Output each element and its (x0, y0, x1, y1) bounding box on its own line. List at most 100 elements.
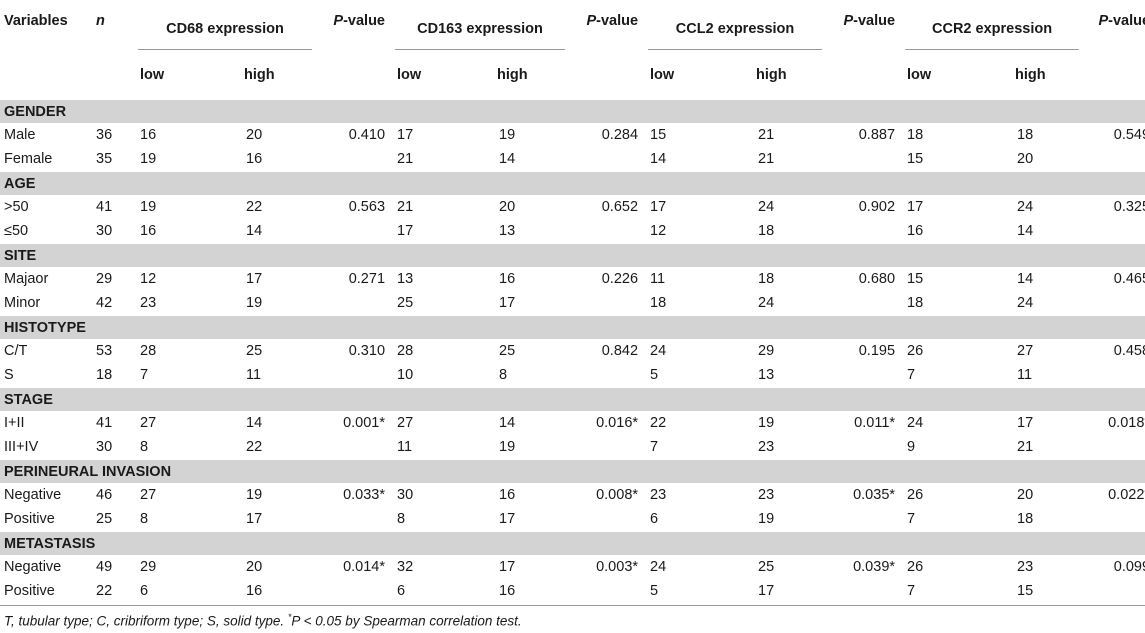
ccr2-pvalue: 0.099 (1113, 559, 1145, 575)
ccl2-pvalue (826, 435, 901, 460)
section-title: PERINEURAL INVASION (0, 459, 1145, 483)
ccl2-pvalue: 0.195 (858, 343, 896, 359)
bottom-rule (0, 603, 1145, 606)
n-value: 36 (96, 127, 113, 143)
ccl2-high-value: 18 (758, 223, 775, 239)
cd68-high-value: 14 (246, 223, 263, 239)
section-header-row: PERINEURAL INVASION (0, 459, 1145, 483)
cd68-low-value: 28 (140, 343, 157, 359)
ccr2-low-value: 7 (907, 367, 916, 383)
table-row: >50 41 19 22 0.563 21 20 0.652 17 24 0.902 17 24 0.32… (0, 195, 1145, 219)
ccl2-pvalue (826, 291, 901, 316)
ccr2-low-value: 17 (907, 199, 924, 215)
ccr2-high-value: 14 (1017, 271, 1034, 287)
n-value: 35 (96, 151, 113, 167)
ccr2-low-value: 24 (907, 415, 924, 431)
n-value: 46 (96, 487, 113, 503)
ccr2-high-value: 18 (1017, 511, 1034, 527)
n-value: 30 (96, 223, 113, 239)
ccl2-high-value: 21 (758, 151, 775, 167)
cd68-high-value: 20 (246, 127, 263, 143)
cd163-low-value: 32 (397, 559, 414, 575)
ccr2-high-value: 20 (1017, 487, 1034, 503)
cd163-high-value: 8 (499, 367, 508, 383)
cd68-high-value: 16 (246, 151, 263, 167)
n-value: 41 (96, 415, 113, 431)
cd163-low-value: 21 (397, 199, 414, 215)
cd68-high-value: 22 (246, 199, 263, 215)
ccl2-pvalue: 0.887 (858, 127, 896, 143)
cd163-low-value: 30 (397, 487, 414, 503)
cd68-high-value: 19 (246, 487, 263, 503)
section-header-row: AGE (0, 171, 1145, 195)
cd68-high-value: 22 (246, 439, 263, 455)
ccl2-pvalue (826, 363, 901, 388)
ccl2-high-value: 25 (758, 559, 775, 575)
table-row: ≤50 30 16 14 17 13 12 18 16 14 (0, 219, 1145, 244)
table-row: Majaor 29 12 17 0.271 13 16 0.226 11 18 0.680 15 14 0… (0, 267, 1145, 291)
cd68-low-value: 12 (140, 271, 157, 287)
cd68-pvalue (316, 363, 391, 388)
ccr2-high-value: 24 (1017, 295, 1034, 311)
ccr2-high-value: 17 (1017, 415, 1034, 431)
cd68-pvalue (316, 291, 391, 316)
ccl2-low-value: 5 (650, 583, 659, 599)
ccl2-low-value: 18 (650, 295, 667, 311)
variables-header: Variables (4, 13, 68, 29)
section-title: SITE (0, 243, 1145, 267)
ccr2-high-value: 15 (1017, 583, 1034, 599)
ccr2-low-header: low (907, 66, 932, 83)
n-value: 49 (96, 559, 113, 575)
table-row: Minor 42 23 19 25 17 18 24 18 24 (0, 291, 1145, 316)
cd68-pvalue (316, 435, 391, 460)
row-label: I+II (4, 415, 25, 431)
section-header-row: SITE (0, 243, 1145, 267)
n-value: 18 (96, 367, 113, 383)
cd68-pvalue: 0.014* (343, 559, 386, 575)
row-label: >50 (4, 199, 29, 215)
ccr2-low-value: 26 (907, 559, 924, 575)
row-label: S (4, 367, 14, 383)
table-row: S 18 7 11 10 8 5 13 7 11 (0, 363, 1145, 388)
cd163-low-value: 10 (397, 367, 414, 383)
cd163-pvalue (569, 291, 644, 316)
cd163-high-value: 19 (499, 439, 516, 455)
n-value: 22 (96, 583, 113, 599)
row-label: Positive (4, 511, 55, 527)
header-row: Variables n CD68 expression P-value CD16… (0, 0, 1145, 58)
cd68-low-value: 23 (140, 295, 157, 311)
cd163-low-value: 13 (397, 271, 414, 287)
n-value: 41 (96, 199, 113, 215)
n-value: 42 (96, 295, 113, 311)
table-row: III+IV 30 8 22 11 19 7 23 9 21 (0, 435, 1145, 460)
ccr2-high-value: 14 (1017, 223, 1034, 239)
ccl2-high-value: 13 (758, 367, 775, 383)
n-header: n (96, 13, 105, 29)
ccr2-high-value: 24 (1017, 199, 1034, 215)
cd68-pvalue: 0.563 (348, 199, 386, 215)
cd163-pvalue (569, 219, 644, 244)
data-table: Variables n CD68 expression P-value CD16… (0, 0, 1145, 606)
row-label: Positive (4, 583, 55, 599)
ccl2-low-value: 15 (650, 127, 667, 143)
cd68-high-header: high (244, 66, 275, 83)
row-label: ≤50 (4, 223, 29, 239)
cd163-low-value: 25 (397, 295, 414, 311)
cd68-high-value: 25 (246, 343, 263, 359)
cd163-low-value: 17 (397, 223, 414, 239)
cd68-low-value: 19 (140, 199, 157, 215)
ccr2-low-value: 7 (907, 511, 916, 527)
cd163-high-value: 14 (499, 151, 516, 167)
ccl2-pvalue: 0.035* (853, 487, 896, 503)
table-row: Positive 22 6 16 6 16 5 17 7 15 (0, 579, 1145, 603)
table-row: Female 35 19 16 21 14 14 21 15 20 (0, 147, 1145, 172)
row-label: Minor (4, 295, 41, 311)
section-title: AGE (0, 171, 1145, 195)
ccr2-high-value: 23 (1017, 559, 1034, 575)
subheader-row: low high low high low high low high (0, 58, 1145, 91)
cd68-low-header: low (140, 66, 165, 83)
cd68-pvalue (316, 579, 391, 603)
ccl2-low-value: 7 (650, 439, 659, 455)
ccl2-low-value: 23 (650, 487, 667, 503)
ccl2-high-value: 18 (758, 271, 775, 287)
